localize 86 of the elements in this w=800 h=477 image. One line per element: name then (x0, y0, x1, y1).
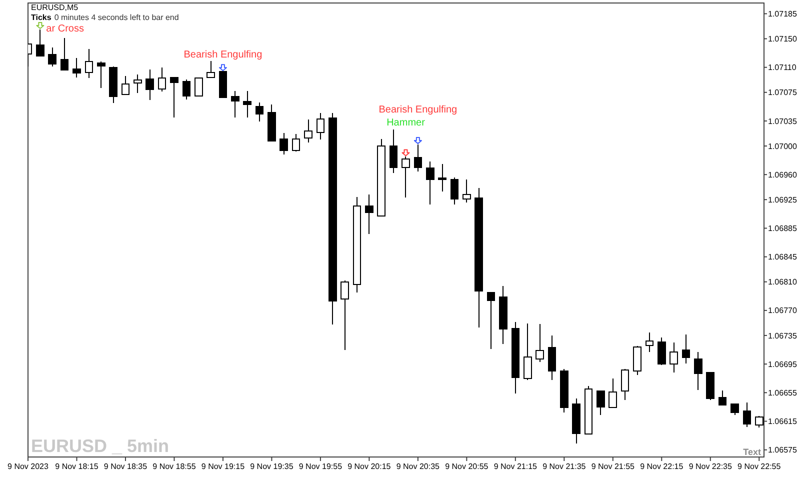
y-tick-label: 1.07185 (768, 10, 798, 19)
chart-title: EURUSD,M5 (31, 3, 79, 12)
y-tick-label: 1.06810 (768, 278, 798, 287)
candlestick (48, 46, 57, 68)
candlestick (206, 60, 215, 78)
candlestick (146, 68, 154, 101)
annotation: Ticks (31, 12, 52, 22)
annotation: Bearish Engulfing (184, 50, 262, 61)
candlestick (608, 378, 618, 408)
candlestick (36, 28, 44, 56)
candlestick (340, 280, 349, 350)
x-tick-label: 9 Nov 20:55 (445, 462, 489, 471)
candlestick (402, 156, 410, 198)
y-tick-label: 1.06735 (768, 331, 798, 340)
y-tick-label: 1.07035 (768, 116, 798, 126)
candlestick (194, 78, 203, 96)
annotation: Hammer (386, 118, 426, 129)
x-tick-label: 9 Nov 21:35 (542, 462, 586, 471)
candlestick (670, 342, 678, 374)
y-tick-label: 1.07075 (768, 88, 798, 98)
y-tick-label: 1.07150 (768, 34, 798, 44)
x-tick-label: 9 Nov 18:15 (55, 462, 99, 471)
x-tick-label: 9 Nov 19:15 (201, 462, 246, 471)
candlestick (462, 179, 471, 203)
y-tick-label: 1.06960 (768, 170, 798, 180)
candlestick (316, 112, 325, 140)
candlestick (657, 337, 666, 366)
x-tick-label: 9 Nov 20:35 (396, 462, 440, 471)
candlestick (389, 129, 398, 174)
candlestick (548, 334, 556, 380)
y-tick-label: 1.07000 (768, 142, 798, 151)
candlestick (486, 291, 496, 350)
y-tick-label: 1.06885 (768, 224, 798, 234)
x-tick-label: 9 Nov 22:15 (640, 462, 684, 471)
candlestick (718, 390, 727, 406)
candlestick (304, 119, 312, 143)
x-tick-label: 9 Nov 21:55 (591, 462, 636, 471)
y-tick-label: 1.06695 (768, 360, 798, 369)
annotation: Bearish Engulfing (378, 104, 458, 116)
x-tick-label: 9 Nov 21:15 (494, 462, 538, 471)
y-tick-label: 1.07110 (768, 63, 797, 72)
x-tick-label: 9 Nov 19:55 (298, 462, 343, 471)
x-tick-label: 9 Nov 22:55 (738, 462, 782, 471)
candlestick (96, 61, 106, 89)
candlestick (230, 90, 240, 118)
candlestick (280, 132, 288, 156)
candlestick (742, 402, 752, 428)
x-tick-label: 9 Nov 18:35 (104, 462, 148, 471)
candlestick (694, 351, 702, 390)
annotation: Text (743, 447, 761, 457)
candlestick (414, 144, 422, 172)
y-tick-label: 1.06655 (768, 388, 798, 398)
annotation: ar Cross (46, 24, 84, 35)
candlestick (182, 79, 191, 100)
candlestick (243, 90, 252, 118)
candlestick (170, 76, 178, 118)
candlestick (84, 48, 94, 79)
x-tick-label: 9 Nov 19:35 (250, 462, 294, 471)
candlestick (596, 390, 605, 416)
candlestick (450, 176, 459, 206)
candlestick (72, 58, 81, 78)
candlestick (426, 161, 434, 206)
candlestick (365, 194, 374, 234)
candlestick (523, 322, 532, 380)
x-tick-label: 9 Nov 22:35 (688, 462, 733, 471)
y-tick-label: 1.06615 (768, 417, 798, 426)
candlestick (121, 75, 130, 96)
candlestick (255, 102, 264, 122)
candlestick (438, 163, 446, 192)
candlestick (134, 74, 142, 94)
y-tick-label: 1.06770 (768, 306, 798, 316)
candlestick (730, 404, 739, 416)
candlestick (60, 38, 69, 71)
x-tick-label: 9 Nov 20:15 (348, 462, 392, 471)
y-tick-label: 1.06845 (768, 252, 798, 262)
y-tick-label: 1.06575 (768, 446, 798, 455)
candlestick (682, 334, 690, 364)
x-tick-label: 9 Nov 2023 (8, 462, 50, 471)
annotation: 0 minutes 4 seconds left to bar end (54, 12, 179, 22)
candlestick (292, 133, 300, 152)
candlestick (620, 368, 630, 400)
candlestick (158, 66, 166, 92)
candlestick (536, 324, 544, 362)
candlestick (645, 332, 654, 352)
y-tick-label: 1.06925 (768, 195, 798, 204)
x-tick-label: 9 Nov 18:55 (152, 462, 196, 471)
